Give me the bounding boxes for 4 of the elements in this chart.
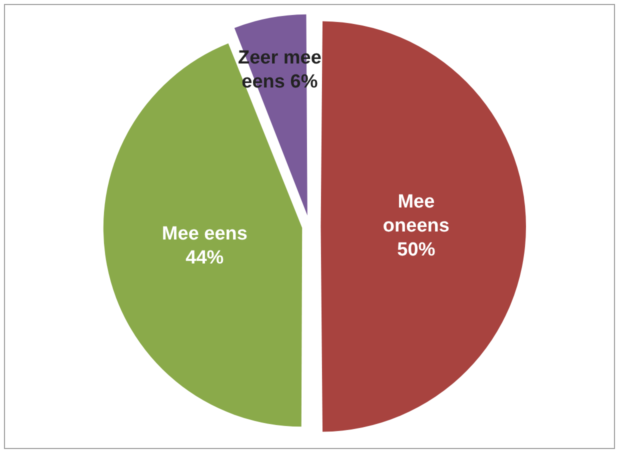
data-label: 44%: [186, 248, 224, 269]
slice-label: Mee eens: [162, 224, 248, 245]
data-label: 50%: [397, 240, 436, 261]
slice-label: Mee oneens: [382, 192, 450, 237]
